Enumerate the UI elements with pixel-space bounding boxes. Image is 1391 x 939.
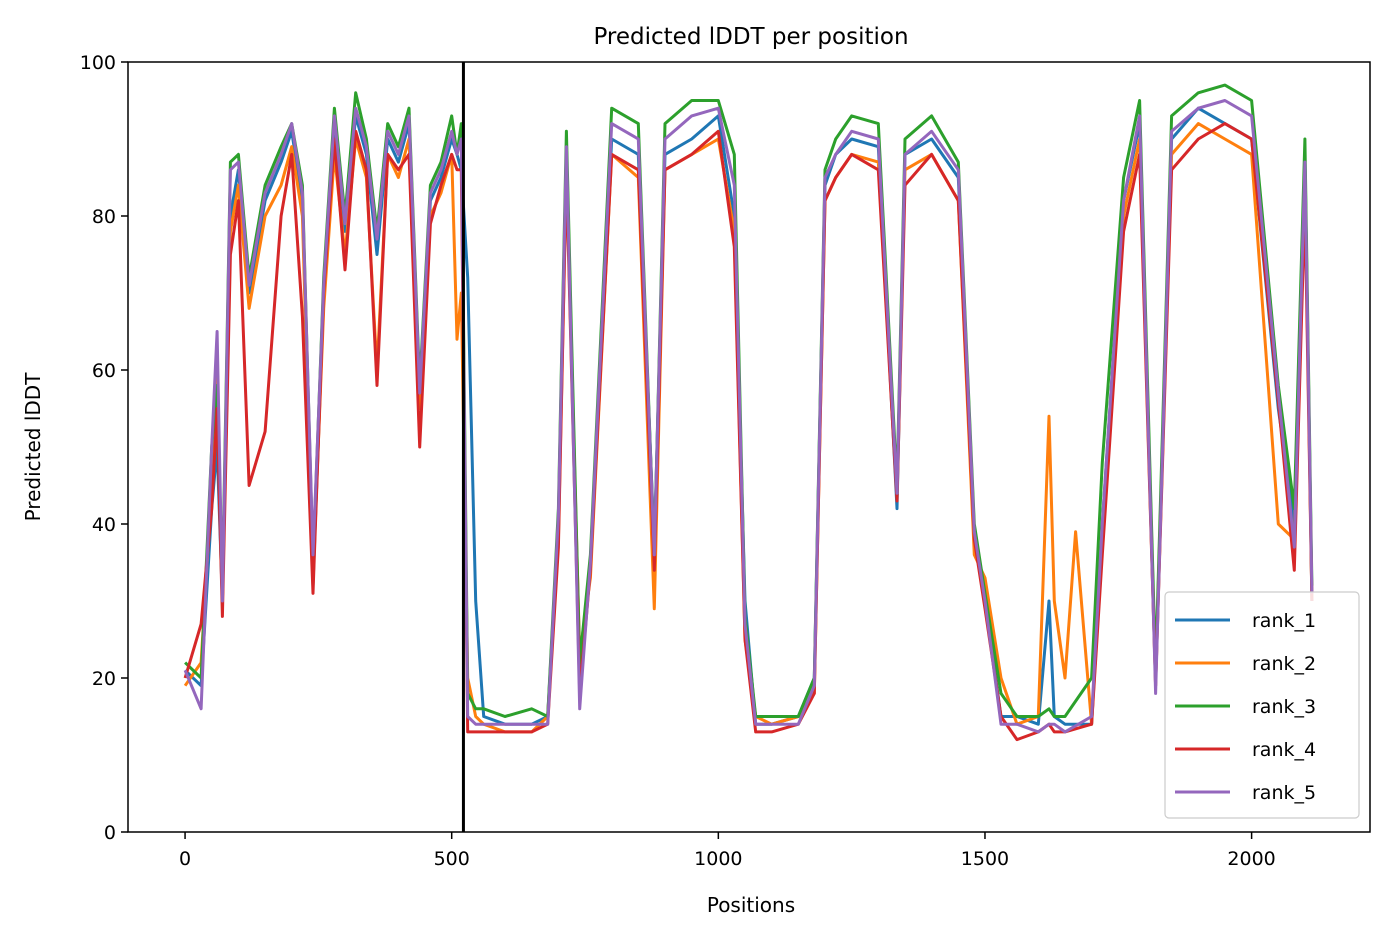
y-tick-label: 100 — [80, 52, 116, 74]
legend-label: rank_4 — [1252, 739, 1316, 761]
x-tick-label: 1000 — [694, 848, 742, 870]
plot-area — [127, 61, 1371, 833]
y-tick-label: 0 — [104, 822, 116, 844]
x-tick-label: 0 — [179, 848, 191, 870]
y-axis: 0 20 40 60 80 100 — [80, 52, 128, 844]
series-lines — [183, 83, 1314, 742]
y-axis-label: Predicted lDDT — [21, 372, 45, 522]
x-tick-label: 1500 — [961, 848, 1009, 870]
x-tick-label: 2000 — [1227, 848, 1275, 870]
y-tick-label: 80 — [92, 206, 116, 228]
y-tick-label: 20 — [92, 668, 116, 690]
plot-frame — [127, 61, 1371, 833]
x-axis: 0 500 1000 1500 2000 — [179, 832, 1276, 870]
legend: rank_1 rank_2 rank_3 rank_4 rank_5 — [1164, 591, 1360, 819]
legend-label: rank_5 — [1252, 782, 1316, 804]
legend-label: rank_3 — [1252, 696, 1316, 718]
legend-label: rank_2 — [1252, 653, 1316, 675]
x-tick-label: 500 — [434, 848, 470, 870]
series-line-rank_5 — [183, 99, 1314, 734]
legend-box — [1164, 591, 1360, 819]
chart-title: Predicted lDDT per position — [593, 24, 908, 50]
x-axis-label: Positions — [707, 893, 795, 917]
y-tick-label: 40 — [92, 514, 116, 536]
series-line-rank_3 — [184, 83, 1314, 718]
legend-label: rank_1 — [1252, 610, 1316, 632]
y-tick-label: 60 — [92, 360, 116, 382]
